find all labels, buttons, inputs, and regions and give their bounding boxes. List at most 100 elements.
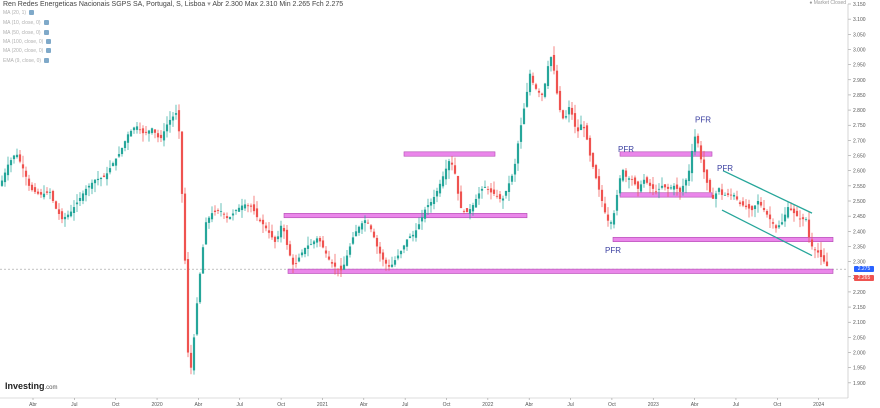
candle-body	[153, 129, 157, 133]
candle-body	[510, 175, 514, 182]
indicator-settings-icon[interactable]	[44, 58, 50, 64]
y-tick-label: 2.550	[853, 184, 866, 190]
y-tick-label: 2.650	[853, 154, 866, 160]
candle-body	[825, 261, 829, 267]
x-tick-label: 2021	[317, 402, 328, 408]
candle-body	[579, 124, 583, 131]
candle-body	[141, 128, 145, 134]
candle-body	[774, 225, 778, 229]
indicator-settings-icon[interactable]	[46, 48, 52, 54]
marked-price-label: 2.265	[854, 275, 874, 282]
indicator-row[interactable]: MA (50, close, 0)	[3, 30, 49, 37]
channel-line[interactable]	[722, 170, 813, 214]
candle-body	[390, 264, 394, 267]
y-tick-label: 2.050	[853, 335, 866, 341]
support-resistance-zone[interactable]	[403, 151, 496, 157]
candle-body	[498, 194, 502, 199]
indicator-settings-icon[interactable]	[46, 39, 52, 45]
candle-body	[312, 241, 316, 245]
x-tick-label: Abr	[195, 402, 203, 408]
candle-body	[201, 247, 205, 274]
candle-body	[105, 173, 109, 180]
indicator-row[interactable]: MA (10, close, 0)	[3, 20, 49, 27]
candle-body	[0, 180, 4, 186]
candle-body	[216, 209, 220, 211]
candle-body	[429, 202, 433, 206]
candle-body	[204, 222, 208, 245]
candle-body	[792, 208, 796, 214]
candle-body	[684, 179, 688, 186]
candle-body	[456, 175, 460, 194]
candle-body	[747, 204, 751, 209]
candle-body	[663, 184, 667, 188]
x-tick-label: Abr	[525, 402, 533, 408]
candle-body	[27, 178, 31, 186]
candle-body	[543, 83, 547, 97]
candle-body	[675, 184, 679, 189]
candle-body	[399, 251, 403, 255]
indicator-settings-icon[interactable]	[29, 10, 35, 16]
x-tick-label: Abr	[29, 402, 37, 408]
candle-body	[42, 193, 46, 198]
support-resistance-zone[interactable]	[287, 268, 834, 274]
open-value: Abr 2.300	[212, 1, 243, 8]
candle-body	[531, 75, 535, 83]
candle-body	[756, 201, 760, 205]
header-dropdown-icon[interactable]: ▾	[207, 1, 213, 8]
x-tick-label: Jul	[567, 402, 573, 408]
candle-body	[315, 238, 319, 243]
support-resistance-zone[interactable]	[612, 236, 834, 242]
indicator-row[interactable]: MA (200, close, 0)	[3, 48, 52, 55]
support-resistance-zone[interactable]	[619, 192, 713, 198]
candle-body	[252, 204, 256, 212]
candle-body	[477, 193, 481, 199]
candle-body	[12, 155, 16, 160]
x-tick-label: Oct	[773, 402, 781, 408]
candle-body	[480, 188, 484, 191]
candle-body	[24, 170, 28, 177]
candle-body	[600, 189, 604, 201]
candle-body	[363, 220, 367, 224]
y-tick-label: 2.500	[853, 199, 866, 205]
y-tick-label: 2.300	[853, 260, 866, 266]
candle-body	[489, 188, 493, 193]
candle-body	[648, 182, 652, 186]
candle-body	[804, 219, 808, 220]
candle-body	[297, 257, 301, 262]
channel-line[interactable]	[721, 209, 813, 257]
indicator-row[interactable]: EMA (9, close, 0)	[3, 58, 50, 65]
candle-body	[732, 194, 736, 197]
candle-body	[750, 206, 754, 211]
candle-body	[822, 255, 826, 262]
candle-body	[291, 257, 295, 265]
candle-body	[330, 262, 334, 264]
candle-body	[234, 210, 238, 212]
candle-body	[633, 177, 637, 185]
candle-body	[642, 179, 646, 184]
support-resistance-zone[interactable]	[619, 151, 713, 157]
candle-body	[129, 130, 133, 137]
candle-body	[486, 189, 490, 190]
candle-body	[606, 214, 610, 221]
candle-body	[687, 170, 691, 182]
candle-body	[666, 186, 670, 189]
y-tick-label: 1.900	[853, 381, 866, 387]
candle-body	[549, 57, 553, 67]
candle-body	[801, 217, 805, 220]
indicator-settings-icon[interactable]	[43, 30, 49, 36]
x-tick-label: Oct	[608, 402, 616, 408]
x-tick-label: Abr	[691, 402, 699, 408]
candle-body	[468, 209, 472, 214]
indicator-row[interactable]: MA (20, 1)	[3, 10, 35, 17]
candle-body	[333, 262, 337, 267]
y-tick-label: 2.750	[853, 123, 866, 129]
indicator-settings-icon[interactable]	[43, 20, 49, 26]
candle-body	[150, 128, 154, 134]
indicator-row[interactable]: MA (100, close, 0)	[3, 39, 52, 46]
candle-body	[54, 201, 58, 209]
support-resistance-zone[interactable]	[283, 213, 528, 219]
pfr-annotation: PFR	[605, 246, 621, 255]
x-tick-label: 2024	[813, 402, 824, 408]
y-tick-label: 3.100	[853, 17, 866, 23]
